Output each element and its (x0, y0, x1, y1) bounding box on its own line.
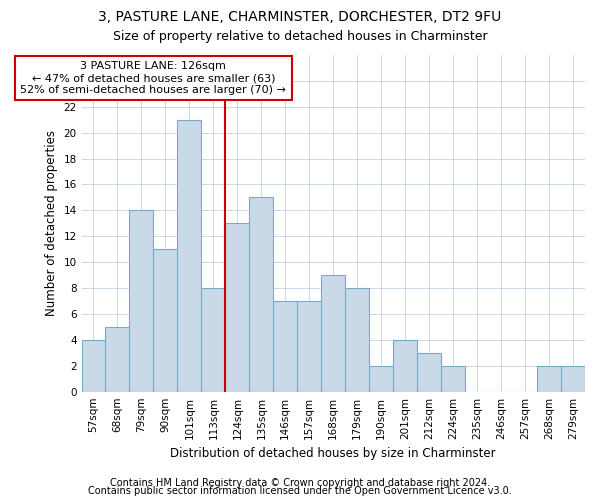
Bar (154, 249, 178, 392)
Bar (369, 366, 393, 392)
Bar (561, 366, 585, 392)
Bar (417, 353, 441, 392)
Text: 3 PASTURE LANE: 126sqm
← 47% of detached houses are smaller (63)
52% of semi-det: 3 PASTURE LANE: 126sqm ← 47% of detached… (20, 62, 286, 94)
Bar (297, 301, 321, 392)
Text: Contains HM Land Registry data © Crown copyright and database right 2024.: Contains HM Land Registry data © Crown c… (110, 478, 490, 488)
Bar (393, 340, 417, 392)
Text: Size of property relative to detached houses in Charminster: Size of property relative to detached ho… (113, 30, 487, 43)
Text: Contains public sector information licensed under the Open Government Licence v3: Contains public sector information licen… (88, 486, 512, 496)
Bar (226, 224, 250, 392)
Bar (274, 301, 297, 392)
Bar (178, 120, 202, 392)
Bar (345, 288, 369, 392)
Bar (130, 210, 154, 392)
Bar (537, 366, 561, 392)
Bar (106, 327, 130, 392)
Bar (82, 340, 106, 392)
Text: 3, PASTURE LANE, CHARMINSTER, DORCHESTER, DT2 9FU: 3, PASTURE LANE, CHARMINSTER, DORCHESTER… (98, 10, 502, 24)
Y-axis label: Number of detached properties: Number of detached properties (45, 130, 58, 316)
X-axis label: Distribution of detached houses by size in Charminster: Distribution of detached houses by size … (170, 447, 496, 460)
Bar (250, 198, 274, 392)
Bar (441, 366, 465, 392)
Bar (202, 288, 226, 392)
Bar (321, 275, 345, 392)
